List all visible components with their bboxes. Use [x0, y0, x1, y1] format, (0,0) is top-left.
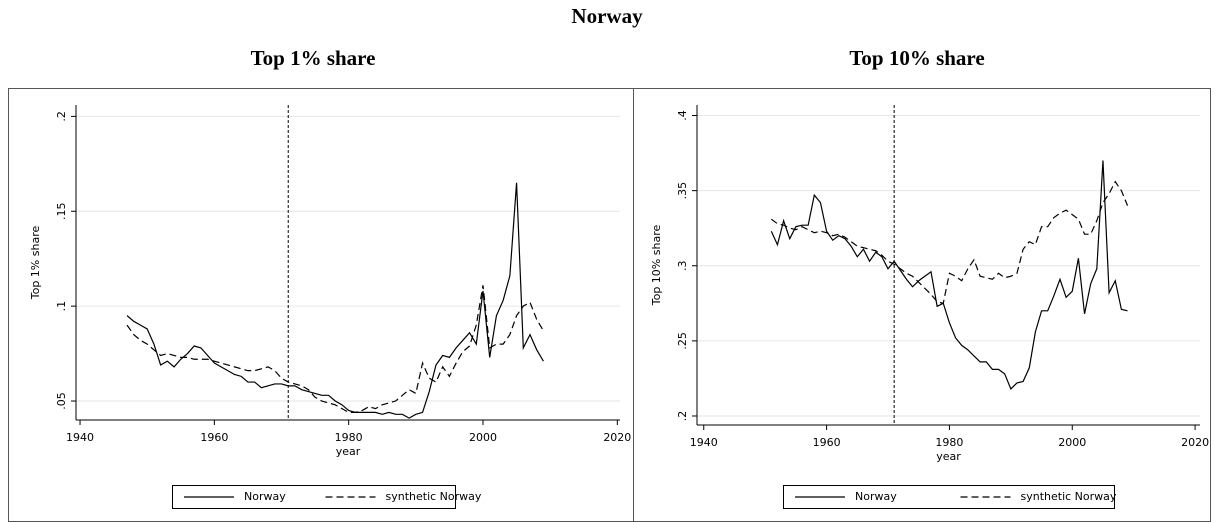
y-axis-label: Top 10% share — [650, 225, 663, 307]
x-tick-label: 1960 — [813, 436, 841, 449]
y-tick-label: .2 — [676, 411, 689, 422]
x-axis-label: year — [336, 445, 361, 458]
x-tick-label: 2020 — [1181, 436, 1209, 449]
panel-frame — [8, 88, 634, 522]
x-tick-label: 1940 — [690, 436, 718, 449]
legend-box — [172, 485, 456, 509]
panel-frame — [633, 88, 1211, 522]
y-tick-label: .4 — [676, 110, 689, 121]
y-tick-label: .25 — [676, 332, 689, 350]
legend-box — [783, 485, 1115, 509]
series-line — [126, 285, 544, 414]
y-tick-label: .1 — [55, 301, 68, 312]
y-tick-label: .3 — [676, 261, 689, 272]
legend-label: synthetic Norway — [1021, 490, 1117, 503]
x-axis-label: year — [936, 450, 961, 463]
figure-title: Norway — [571, 4, 643, 28]
series-line — [126, 182, 544, 419]
panel-title: Top 10% share — [849, 46, 984, 70]
x-tick-label: 2020 — [603, 431, 631, 444]
series-line — [770, 160, 1128, 390]
x-tick-label: 1960 — [200, 431, 228, 444]
x-tick-label: 1940 — [66, 431, 94, 444]
legend-label: Norway — [855, 490, 897, 503]
y-tick-label: .15 — [55, 203, 68, 221]
series-line — [770, 180, 1129, 305]
x-tick-label: 1980 — [335, 431, 363, 444]
legend-label: Norway — [244, 490, 286, 503]
y-tick-label: .2 — [55, 111, 68, 122]
y-tick-label: .05 — [55, 392, 68, 410]
x-tick-label: 2000 — [469, 431, 497, 444]
panel-title: Top 1% share — [251, 46, 376, 70]
legend-label: synthetic Norway — [386, 490, 482, 503]
y-tick-label: .35 — [676, 182, 689, 200]
x-tick-label: 2000 — [1058, 436, 1086, 449]
x-tick-label: 1980 — [935, 436, 963, 449]
y-axis-label: Top 1% share — [29, 226, 42, 301]
